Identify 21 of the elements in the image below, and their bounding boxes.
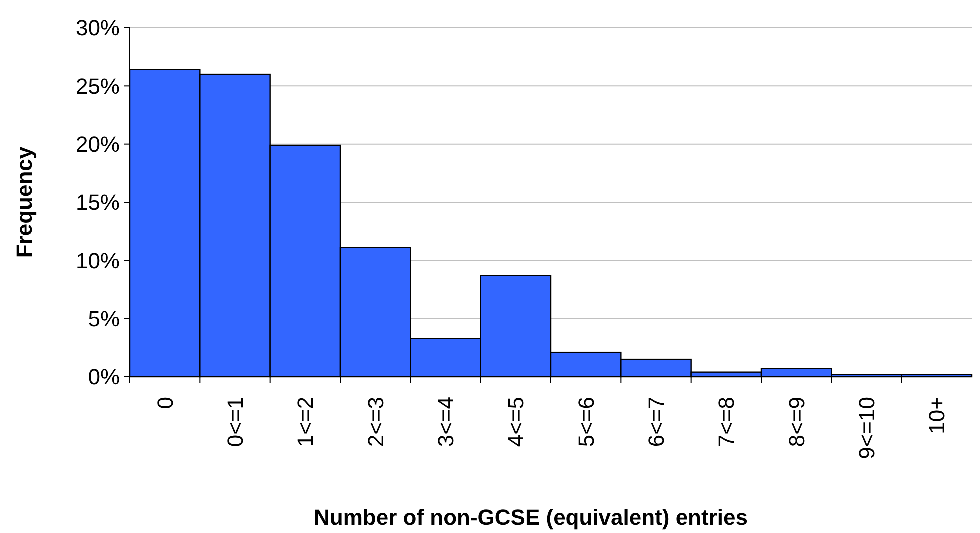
x-tick-label: 2<=3: [363, 397, 388, 448]
x-tick-label: 7<=8: [714, 397, 740, 448]
y-axis-title: Frequency: [12, 146, 37, 258]
x-tick-label: 0: [152, 397, 178, 410]
y-tick-label: 5%: [88, 306, 120, 332]
y-tick-label: 25%: [76, 74, 120, 99]
x-tick-label: 0<=1: [222, 397, 248, 448]
y-tick-label: 20%: [76, 132, 120, 158]
x-tick-label: 10+: [924, 397, 950, 434]
x-tick-label: 6<=7: [644, 397, 669, 448]
y-tick-label: 0%: [88, 364, 120, 390]
x-tick-label: 9<=10: [854, 397, 880, 460]
x-axis-title: Number of non-GCSE (equivalent) entries: [314, 505, 748, 530]
y-tick-label: 15%: [76, 190, 120, 216]
x-tick-label: 3<=4: [433, 397, 458, 448]
x-tick-label: 5<=6: [574, 397, 599, 448]
x-tick-label: 8<=9: [784, 397, 810, 448]
y-tick-label: 10%: [76, 248, 120, 274]
x-tick-label: 1<=2: [293, 397, 318, 448]
y-tick-label: 30%: [76, 16, 120, 41]
x-tick-label: 4<=5: [504, 397, 529, 448]
